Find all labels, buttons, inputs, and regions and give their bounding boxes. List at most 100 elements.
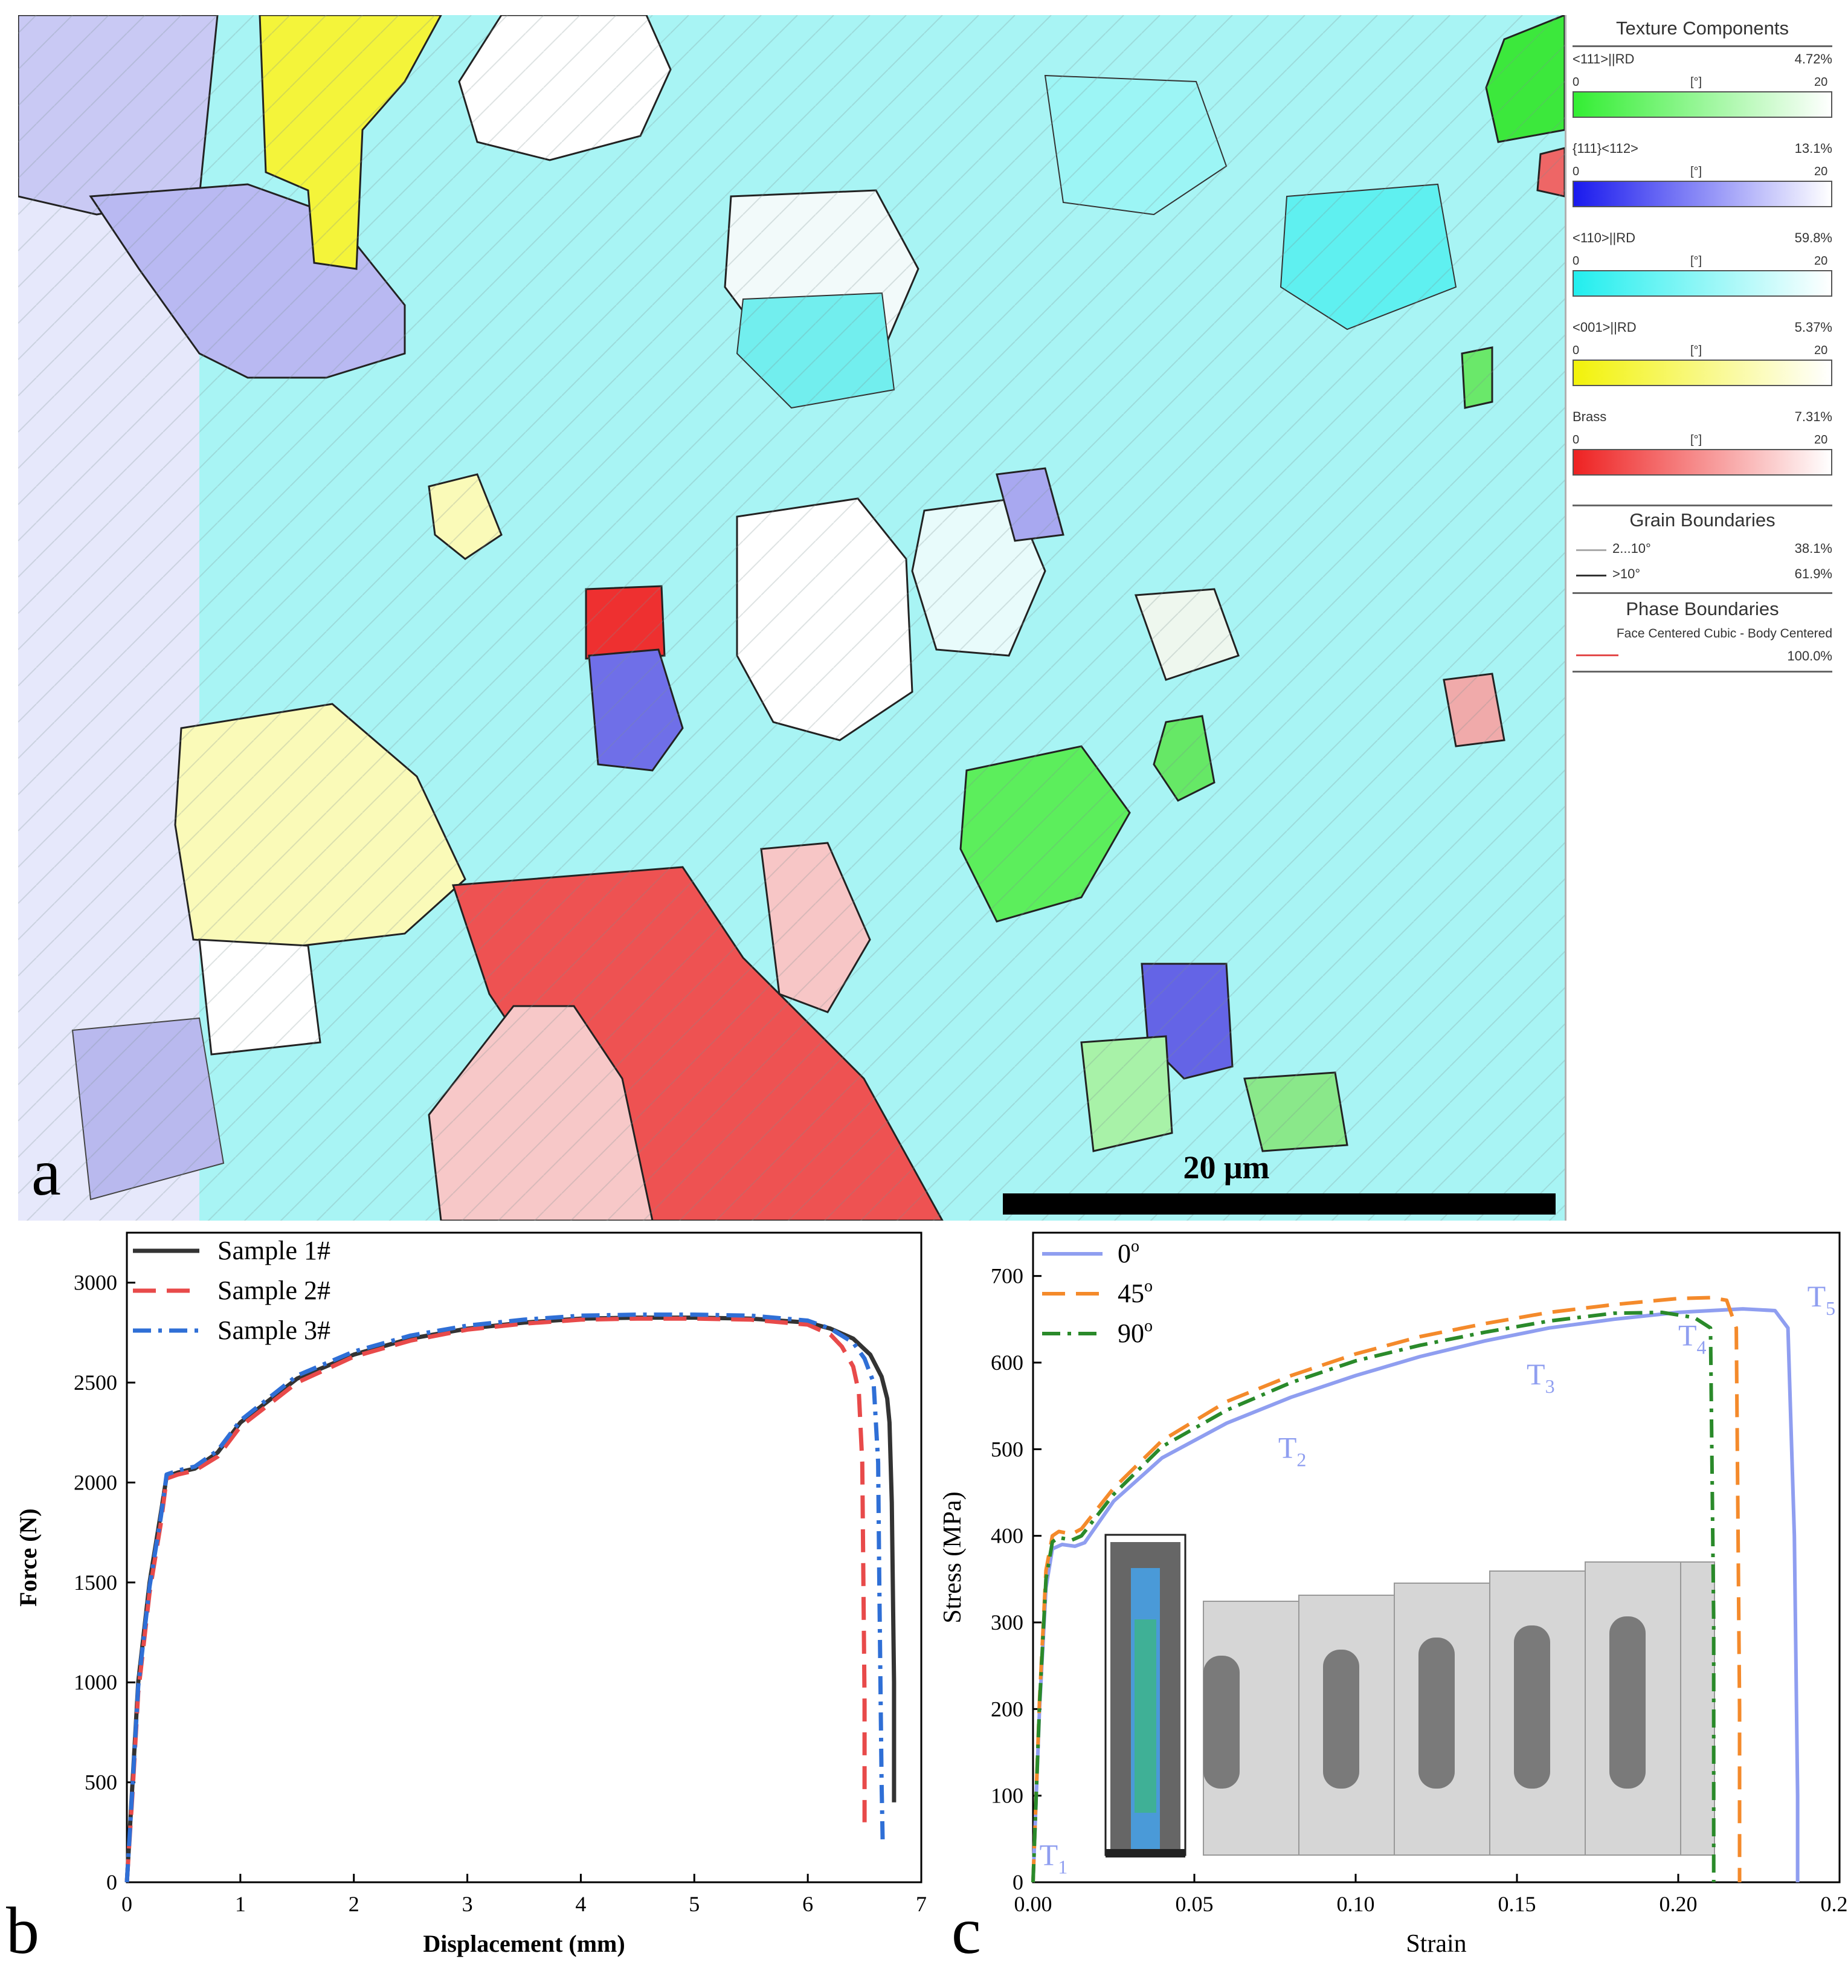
phase-boundary-percent: 100.0%	[1787, 648, 1832, 663]
y-tick-label: 500	[991, 1437, 1023, 1461]
scale-max-label: 20	[1814, 76, 1828, 89]
texture-color-bar	[1573, 181, 1832, 207]
x-tick-label: 5	[689, 1892, 700, 1916]
x-tick-label: 2	[349, 1892, 359, 1916]
legend-label-superscript: o	[1131, 1237, 1139, 1256]
scale-max-label: 20	[1814, 165, 1828, 178]
scale-bar-label: 20 μm	[1183, 1149, 1269, 1186]
series-line	[1031, 1307, 1800, 1883]
x-tick-label: 6	[802, 1892, 813, 1916]
scale-unit-label: [°]	[1690, 165, 1702, 178]
grain-boundary-percent: 38.1%	[1794, 541, 1832, 556]
y-tick-label: 100	[991, 1784, 1023, 1808]
x-tick-label: 1	[235, 1892, 246, 1916]
y-axis-label: Force (N)	[14, 1508, 42, 1607]
grain-boundary-name: >10°	[1612, 566, 1641, 581]
scale-unit-label: [°]	[1690, 254, 1702, 268]
specimen-image	[1680, 1561, 1715, 1856]
specimen-gauge	[1323, 1650, 1359, 1789]
y-tick-label: 700	[991, 1264, 1023, 1288]
grain-boundary-percent: 61.9%	[1794, 566, 1832, 581]
x-tick-label: 0.10	[1337, 1892, 1375, 1916]
legend-divider	[1573, 45, 1832, 47]
texture-component-percent: 5.37%	[1794, 320, 1832, 335]
texture-component-percent: 4.72%	[1794, 51, 1832, 66]
stage-annotation-subscript: 4	[1697, 1336, 1707, 1358]
texture-component-name: {111}<112>	[1573, 141, 1638, 156]
y-tick-label: 300	[991, 1610, 1023, 1635]
scale-unit-label: [°]	[1690, 76, 1702, 89]
scale-min-label: 0	[1573, 254, 1580, 268]
legend-divider	[1573, 592, 1832, 594]
phase-boundaries-title: Phase Boundaries	[1626, 598, 1779, 619]
legend-label: Sample 2#	[217, 1276, 330, 1305]
texture-color-bar	[1573, 270, 1832, 297]
series-line	[124, 1312, 885, 1883]
ebsd-texture-map: 20 μm a	[18, 15, 1565, 1221]
stage-annotation-subscript: 2	[1296, 1449, 1306, 1471]
ebsd-legend: Texture Components <111>||RD 4.72% 0 [°] 20 {…	[1565, 15, 1838, 1221]
phase-boundary-swatch	[1576, 654, 1618, 656]
stage-annotation: T3	[1527, 1357, 1555, 1397]
series-line	[124, 1315, 897, 1883]
panel-label-c: c	[951, 1894, 981, 1967]
x-tick-label: 0.25	[1821, 1892, 1848, 1916]
x-tick-label: 7	[916, 1892, 927, 1916]
legend-label-superscript: o	[1144, 1277, 1153, 1296]
scale-max-label: 20	[1814, 433, 1828, 447]
scale-bar	[1003, 1193, 1556, 1215]
scale-min-label: 0	[1573, 76, 1580, 89]
dic-inset-images	[1104, 1534, 1715, 1857]
stage-annotation: T1	[1040, 1838, 1068, 1877]
y-tick-label: 3000	[74, 1271, 117, 1295]
grain-boundary-swatch	[1576, 549, 1606, 551]
x-tick-label: 3	[462, 1892, 473, 1916]
scale-unit-label: [°]	[1690, 433, 1702, 447]
scale-max-label: 20	[1814, 254, 1828, 268]
specimen-base	[1106, 1849, 1185, 1857]
panel-label-b: b	[6, 1894, 39, 1967]
scale-unit-label: [°]	[1690, 344, 1702, 357]
y-tick-label: 2500	[74, 1370, 117, 1395]
texture-component-name: <110>||RD	[1573, 230, 1635, 245]
texture-component-name: Brass	[1573, 409, 1607, 424]
x-tick-label: 0	[121, 1892, 132, 1916]
specimen-gauge	[1514, 1625, 1550, 1789]
series-line	[1031, 1310, 1716, 1883]
y-tick-label: 1500	[74, 1570, 117, 1595]
specimen-gauge	[1418, 1638, 1455, 1789]
series-line	[124, 1316, 867, 1883]
y-tick-label: 400	[991, 1524, 1023, 1548]
force-displacement-chart: 0 1 2 3 4 5 6 7 0 500 1000 1500 2000 2500 3000 Displace…	[14, 1231, 927, 1957]
scale-min-label: 0	[1573, 433, 1580, 447]
texture-color-bar	[1573, 449, 1832, 476]
stage-annotation-subscript: 5	[1826, 1297, 1835, 1319]
legend-divider	[1573, 505, 1832, 506]
y-tick-label: 0	[1013, 1870, 1023, 1894]
texture-component-percent: 7.31%	[1794, 409, 1832, 424]
y-tick-label: 600	[991, 1351, 1023, 1375]
x-tick-label: 0.00	[1014, 1892, 1052, 1916]
legend-label: Sample 1#	[217, 1236, 330, 1265]
scale-min-label: 0	[1573, 344, 1580, 357]
y-tick-label: 1000	[74, 1670, 117, 1694]
grain-boundary-swatch	[1576, 575, 1606, 576]
x-tick-label: 0.20	[1660, 1892, 1698, 1916]
scale-min-label: 0	[1573, 165, 1580, 178]
panel-label-a: a	[31, 1135, 61, 1209]
y-tick-label: 2000	[74, 1470, 117, 1494]
stage-annotation: T2	[1278, 1431, 1307, 1471]
x-tick-label: 4	[575, 1892, 586, 1916]
stage-annotation-subscript: 1	[1058, 1856, 1067, 1877]
texture-color-bar	[1573, 91, 1832, 118]
specimen-gauge	[1203, 1656, 1240, 1789]
strain-contour-band	[1135, 1619, 1156, 1813]
stage-annotation-subscript: 3	[1545, 1375, 1555, 1397]
y-tick-label: 0	[106, 1870, 117, 1894]
y-tick-label: 500	[85, 1770, 117, 1795]
grain-boundaries-title: Grain Boundaries	[1629, 509, 1776, 531]
legend-label-superscript: o	[1144, 1317, 1153, 1335]
texture-components-title: Texture Components	[1615, 18, 1789, 39]
legend-divider	[1573, 671, 1832, 673]
grain-map-image: 20 μm	[18, 15, 1565, 1221]
